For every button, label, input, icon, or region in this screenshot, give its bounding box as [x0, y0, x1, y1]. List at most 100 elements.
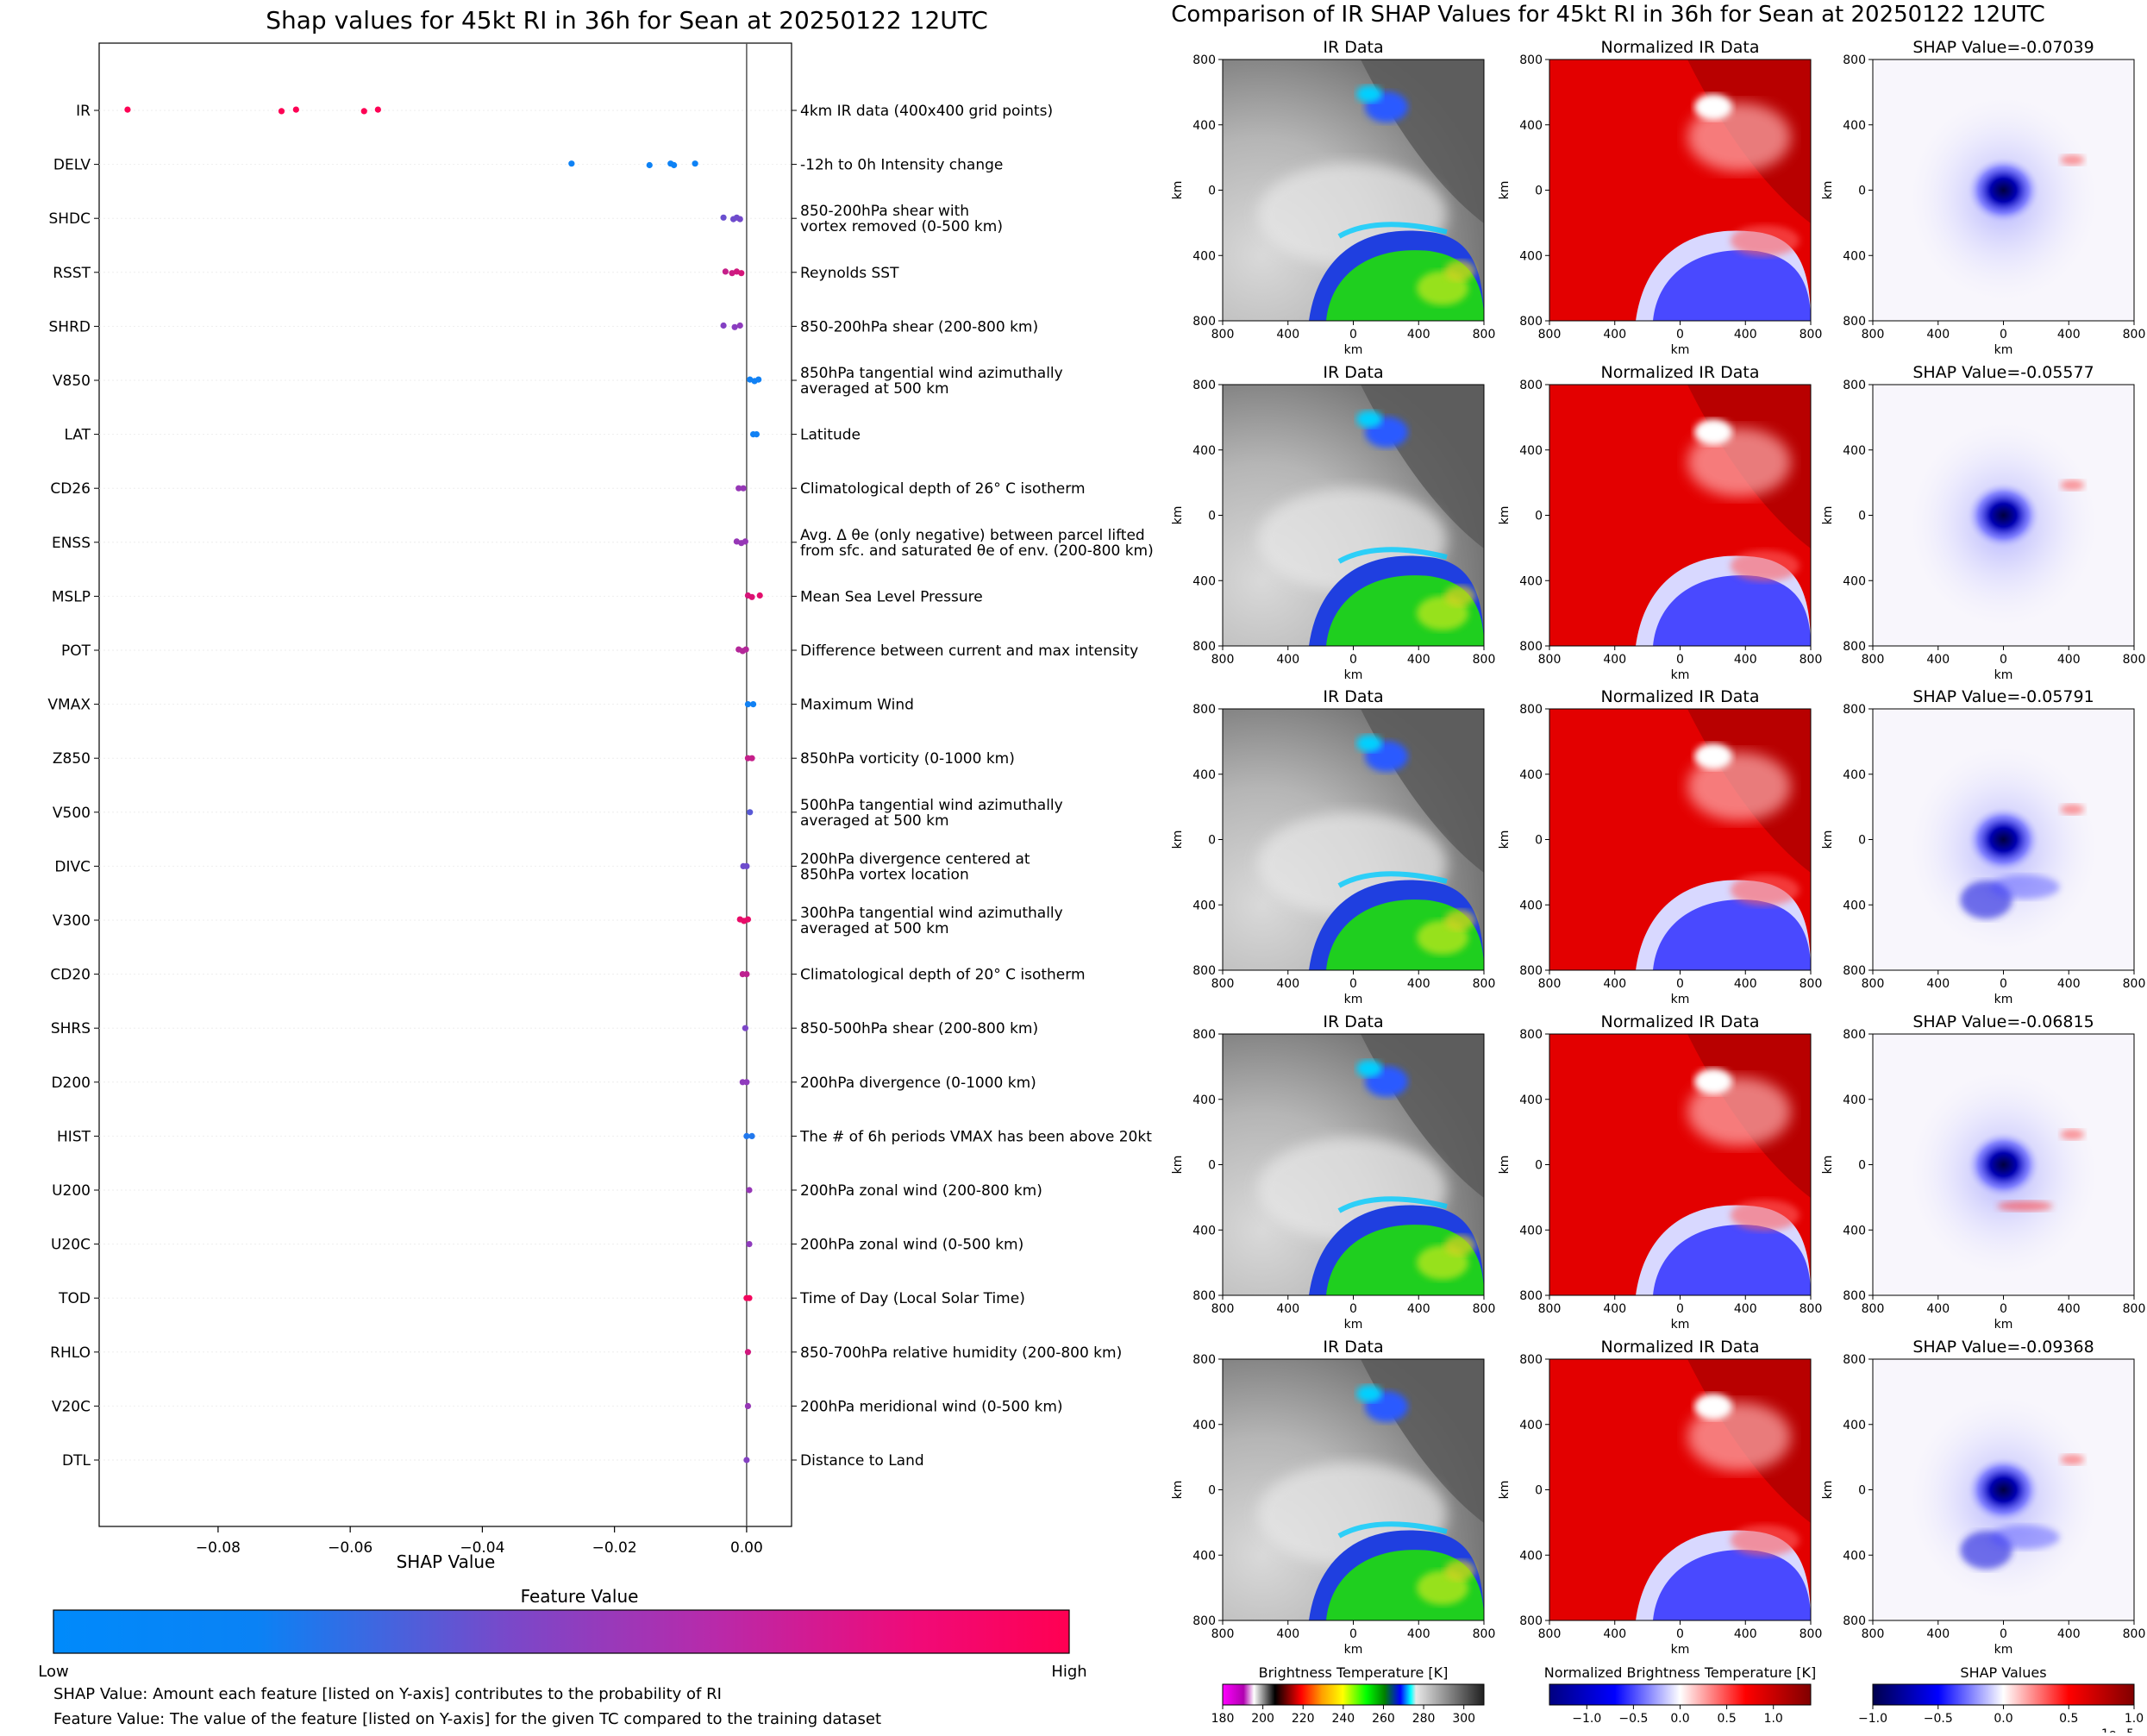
feature-desc-lat: Latitude — [800, 427, 861, 444]
feature-desc-divc: 200hPa divergence centered at — [800, 850, 1030, 868]
feature-desc-v500: 500hPa tangential wind azimuthally — [800, 797, 1063, 814]
shap-panel-title: SHAP Value=-0.09368 — [1912, 1338, 2094, 1357]
feature-code-lat: LAT — [64, 427, 91, 444]
panel-x-tick-label: 400 — [1407, 1627, 1430, 1641]
panel-y-tick-label: 0 — [1535, 834, 1543, 848]
panel-y-tick-label: 400 — [1192, 899, 1216, 912]
panel-x-tick-label: 800 — [1800, 653, 1823, 667]
footnote-feature-value: Feature Value: The value of the feature … — [53, 1710, 882, 1728]
panel-x-tick-label: 400 — [1276, 328, 1299, 342]
panel-y-tick-label: 800 — [1519, 964, 1543, 978]
x-tick-label: −0.04 — [460, 1539, 504, 1557]
panel-x-axis-label: km — [1344, 1643, 1363, 1657]
panel-y-tick-label: 800 — [1192, 315, 1216, 329]
panel-y-tick-label: 0 — [1858, 834, 1866, 848]
feature-value-colorbar — [53, 1609, 1070, 1654]
panel-x-tick-label: 0 — [1349, 653, 1357, 667]
panel-x-axis-label: km — [1671, 993, 1690, 1006]
panel-y-tick-label: 400 — [1843, 1549, 1866, 1563]
colorbar-tick-label: 300 — [1452, 1712, 1475, 1726]
normalized-ir-panel: Normalized IR Data8008004004000040040080… — [1498, 1338, 1822, 1657]
panel-y-tick-label: 800 — [1192, 640, 1216, 654]
panel-y-tick-label: 800 — [1519, 1289, 1543, 1303]
panel-y-tick-label: 400 — [1843, 899, 1866, 912]
feature-desc-ir: 4km IR data (400x400 grid points) — [800, 103, 1053, 120]
feature-code-hist: HIST — [57, 1128, 91, 1145]
ir-panel-title: IR Data — [1323, 1012, 1383, 1031]
feature-description-labels: 4km IR data (400x400 grid points) -12h to… — [799, 103, 1154, 1470]
colorbar-low-label: Low — [38, 1663, 68, 1681]
comparison-row: IR Data80080040040000400400800800kmkmNor… — [1171, 363, 2145, 682]
feature-code-u200: U200 — [52, 1182, 91, 1200]
panel-y-axis-label: km — [1498, 1481, 1512, 1500]
feature-desc-v850: averaged at 500 km — [800, 380, 949, 398]
colorbar-tick-label: 260 — [1372, 1712, 1395, 1726]
panel-y-tick-label: 400 — [1843, 1419, 1866, 1432]
comparison-row: IR Data80080040040000400400800800kmkmNor… — [1171, 38, 2145, 357]
feature-code-v300: V300 — [53, 912, 91, 930]
shap-beeswarm-chart: Shap values for 45kt RI in 36h for Sean … — [38, 6, 1153, 1681]
left-chart-title: Shap values for 45kt RI in 36h for Sean … — [266, 6, 988, 34]
shap-point-divc — [743, 862, 750, 870]
normalized-ir-panel-title: Normalized IR Data — [1601, 1338, 1760, 1357]
feature-desc-v300: averaged at 500 km — [800, 920, 949, 937]
panel-x-tick-label: 0 — [2000, 977, 2007, 991]
ir-panel-title: IR Data — [1323, 38, 1383, 57]
panel-y-tick-label: 800 — [1843, 379, 1866, 392]
panel-y-tick-label: 400 — [1192, 119, 1216, 133]
panel-y-tick-label: 800 — [1192, 1028, 1216, 1042]
colorbar-tick-label: 0.0 — [1994, 1712, 2012, 1726]
panel-y-tick-label: 400 — [1192, 574, 1216, 588]
panel-x-tick-label: 800 — [2123, 1627, 2146, 1641]
feature-desc-delv: -12h to 0h Intensity change — [800, 157, 1003, 174]
panel-x-tick-label: 0 — [1676, 1302, 1684, 1316]
panel-x-axis-label: km — [1344, 993, 1363, 1006]
x-axis-label: SHAP Value — [397, 1551, 496, 1572]
panel-x-tick-label: 800 — [1538, 1627, 1562, 1641]
panel-y-tick-label: 400 — [1519, 1224, 1543, 1238]
panel-y-tick-label: 400 — [1192, 1094, 1216, 1107]
panel-x-tick-label: 0 — [1676, 1627, 1684, 1641]
panel-y-axis-label: km — [1171, 506, 1185, 525]
normalized-ir-image — [1549, 1034, 1811, 1295]
normalized-bt-colorbar: Normalized Brightness Temperature [K] −1.… — [1544, 1664, 1817, 1726]
shap-image — [1873, 1359, 2134, 1620]
colorbar-tick-label: 1.0 — [1764, 1712, 1783, 1726]
feature-code-divc: DIVC — [54, 858, 91, 875]
panel-y-axis-label: km — [1498, 1156, 1512, 1175]
panel-x-axis-label: km — [1671, 668, 1690, 682]
shap-point-v500 — [747, 809, 754, 816]
panel-y-tick-label: 0 — [1535, 185, 1543, 198]
panel-x-tick-label: 400 — [1603, 328, 1626, 342]
panel-x-tick-label: 800 — [1473, 1302, 1496, 1316]
feature-desc-divc: 850hPa vortex location — [800, 866, 969, 883]
panel-x-axis-label: km — [1344, 343, 1363, 357]
panel-x-tick-label: 0 — [1349, 1627, 1357, 1641]
shap-image — [1873, 1034, 2134, 1295]
panel-y-tick-label: 800 — [1192, 1614, 1216, 1628]
feature-desc-rhlo: 850-700hPa relative humidity (200-800 km… — [800, 1344, 1122, 1362]
feature-desc-shdc: 850-200hPa shear with — [800, 203, 969, 220]
panel-x-tick-label: 800 — [1473, 977, 1496, 991]
shap-point-v20c — [744, 1402, 752, 1409]
panel-y-tick-label: 800 — [1843, 640, 1866, 654]
panel-y-tick-label: 400 — [1843, 1094, 1866, 1107]
panel-x-axis-label: km — [1344, 668, 1363, 682]
shap-value-panel: SHAP Value=-0.07039800800400400004004008… — [1821, 38, 2145, 357]
panel-y-tick-label: 400 — [1519, 574, 1543, 588]
colorbar-tick-label: −1.0 — [1572, 1712, 1601, 1726]
feature-code-delv: DELV — [53, 157, 91, 174]
panel-x-tick-label: 800 — [1473, 1627, 1496, 1641]
panel-x-tick-label: 400 — [1734, 1627, 1757, 1641]
shap-point-delv — [568, 160, 575, 167]
panel-x-tick-label: 800 — [1211, 328, 1235, 342]
feature-desc-mslp: Mean Sea Level Pressure — [800, 588, 983, 605]
panel-y-tick-label: 400 — [1192, 444, 1216, 458]
ir-image — [1223, 385, 1484, 646]
shap-point-shrd — [731, 323, 738, 330]
panel-y-axis-label: km — [1821, 181, 1835, 200]
panel-x-tick-label: 400 — [1734, 1302, 1757, 1316]
panel-y-tick-label: 800 — [1192, 1289, 1216, 1303]
